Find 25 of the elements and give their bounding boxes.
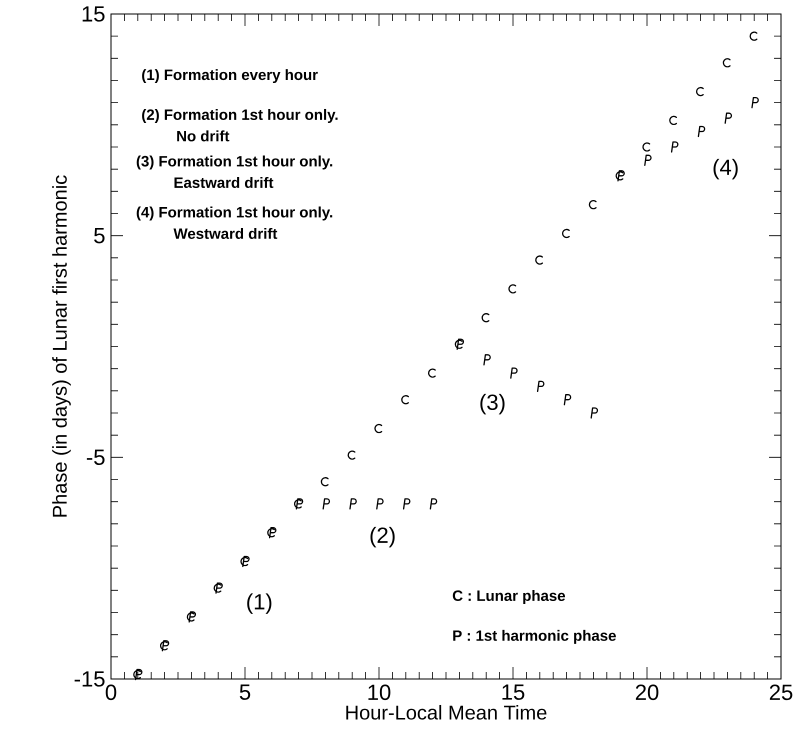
y-tick-label: 15 bbox=[82, 6, 105, 22]
annotation: (3) bbox=[480, 394, 505, 414]
y-tick-label: -15 bbox=[74, 671, 105, 687]
x-tick-label: 5 bbox=[240, 684, 250, 700]
annotation: (4) Formation 1st hour only. bbox=[136, 206, 332, 220]
y-tick-label: 5 bbox=[94, 228, 105, 244]
x-tick-label: 0 bbox=[106, 684, 116, 700]
annotation: (2) bbox=[370, 526, 395, 548]
annotation: C : Lunar phase bbox=[452, 590, 566, 604]
x-tick-label: 20 bbox=[636, 684, 658, 700]
annotation: (4) bbox=[714, 158, 738, 180]
annotation: Westward drift bbox=[174, 228, 278, 239]
annotation: P : 1st harmonic phase bbox=[453, 630, 616, 644]
annotation: (2) Formation 1st hour only. bbox=[142, 108, 338, 123]
x-tick-label: 25 bbox=[770, 684, 792, 700]
x-axis-title: Hour-Local Mean Time bbox=[346, 704, 546, 720]
y-axis-title: Phase (in days) of Lunar first harmonic bbox=[52, 175, 71, 517]
annotation: Eastward drift bbox=[174, 176, 274, 188]
annotation: (1) bbox=[247, 593, 272, 614]
annotation: (3) Formation 1st hour only. bbox=[136, 156, 332, 170]
y-tick-label: -5 bbox=[86, 450, 105, 466]
annotation: No drift bbox=[177, 130, 230, 142]
annotation: (1) Formation every hour bbox=[142, 69, 318, 84]
x-tick-label: 10 bbox=[368, 684, 390, 700]
x-tick-label: 15 bbox=[502, 684, 524, 700]
